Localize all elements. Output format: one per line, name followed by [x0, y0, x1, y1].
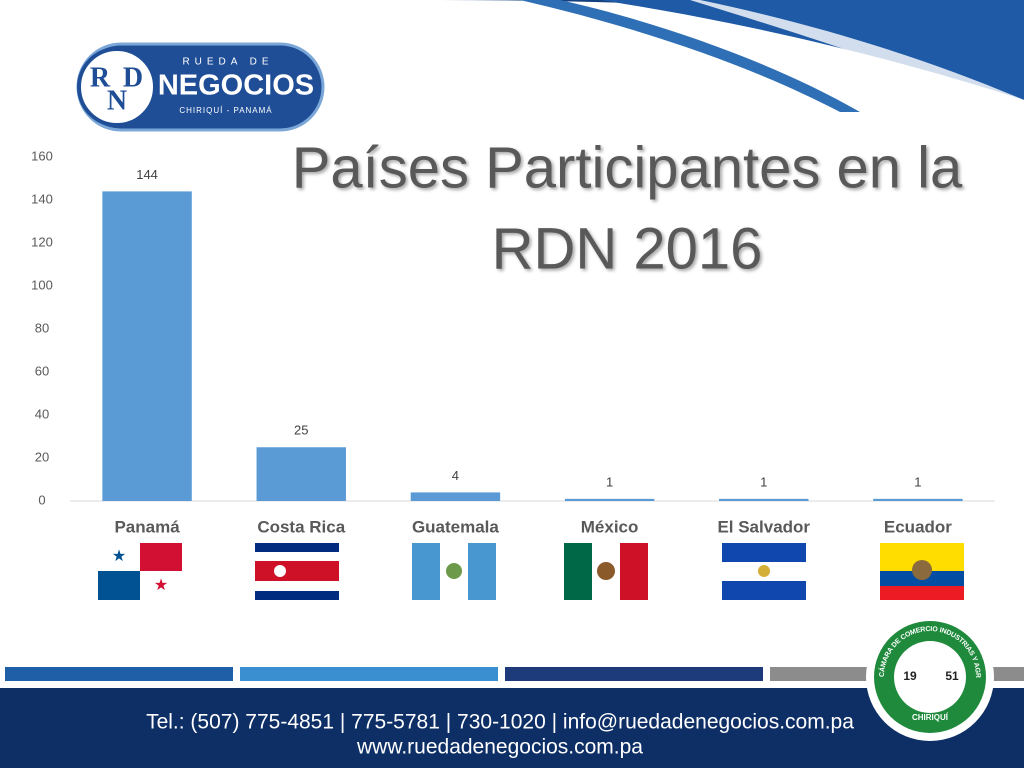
bar	[410, 492, 501, 501]
flag-costa-rica	[255, 543, 339, 600]
footer-band	[0, 688, 1024, 768]
logo-place: CHIRIQUÍ - PANAMÁ	[179, 106, 272, 115]
footer-strip	[505, 667, 763, 681]
data-label: 4	[452, 468, 459, 483]
y-tick-label: 40	[35, 406, 49, 421]
flag-ecuador	[880, 543, 964, 600]
logo-name: NEGOCIOS	[158, 70, 314, 102]
bar	[873, 498, 963, 501]
x-tick-label: México	[581, 517, 639, 536]
svg-text:★: ★	[154, 577, 168, 594]
y-tick-label: 60	[35, 363, 49, 378]
footer-web: www.ruedadenegocios.com.pa	[356, 736, 643, 759]
data-label: 1	[606, 474, 613, 489]
footer-contact: Tel.: (507) 775-4851 | 775-5781 | 730-10…	[146, 711, 854, 734]
logo-top: RUEDA DE	[182, 57, 273, 68]
footer-strip	[5, 667, 233, 681]
x-tick-label: Ecuador	[884, 517, 952, 536]
bar	[256, 447, 346, 501]
seal-year: 51	[945, 669, 959, 683]
bar	[102, 191, 192, 501]
chart-title: Países Participantes en la	[292, 135, 963, 200]
header-swoosh	[600, 0, 1024, 100]
plot-area: 0 20 40 60 80 100 120 140 160 Panamá 144 Costa Rica…	[31, 148, 995, 536]
bar	[719, 498, 809, 501]
flags: ★★	[98, 543, 964, 600]
seal-center	[894, 641, 966, 713]
logo-letter: R	[90, 62, 111, 93]
header-swoosh	[520, 0, 860, 112]
y-tick-label: 0	[38, 492, 45, 507]
seal-year: 19	[903, 669, 917, 683]
flag-guatemala	[412, 543, 496, 600]
x-tick-label: Guatemala	[412, 517, 499, 536]
y-tick-label: 140	[31, 191, 53, 206]
y-tick-label: 160	[31, 148, 53, 163]
flag-el-salvador	[722, 543, 806, 600]
data-label: 1	[914, 474, 921, 489]
x-tick-label: El Salvador	[717, 517, 810, 536]
svg-text:★: ★	[112, 548, 126, 565]
bar	[564, 498, 655, 501]
chart-title: RDN 2016	[492, 216, 763, 281]
seal-place: CHIRIQUÍ	[912, 713, 949, 722]
logo-letter: N	[107, 85, 127, 116]
y-tick-label: 120	[31, 234, 53, 249]
flag-mexico	[564, 543, 648, 600]
y-tick-label: 20	[35, 449, 49, 464]
data-label: 144	[136, 167, 158, 182]
logo: R D N RUEDA DE NEGOCIOS CHIRIQUÍ - PANAM…	[76, 42, 325, 132]
y-tick-label: 80	[35, 320, 49, 335]
logo-letter: D	[123, 62, 143, 93]
logo-circle	[77, 47, 157, 127]
footer-strip	[240, 667, 498, 681]
data-label: 25	[294, 423, 308, 438]
y-tick-label: 100	[31, 277, 53, 292]
x-tick-label: Panamá	[114, 517, 180, 536]
x-tick-label: Costa Rica	[257, 517, 345, 536]
flag-panama: ★★	[98, 543, 182, 600]
data-label: 1	[760, 474, 767, 489]
